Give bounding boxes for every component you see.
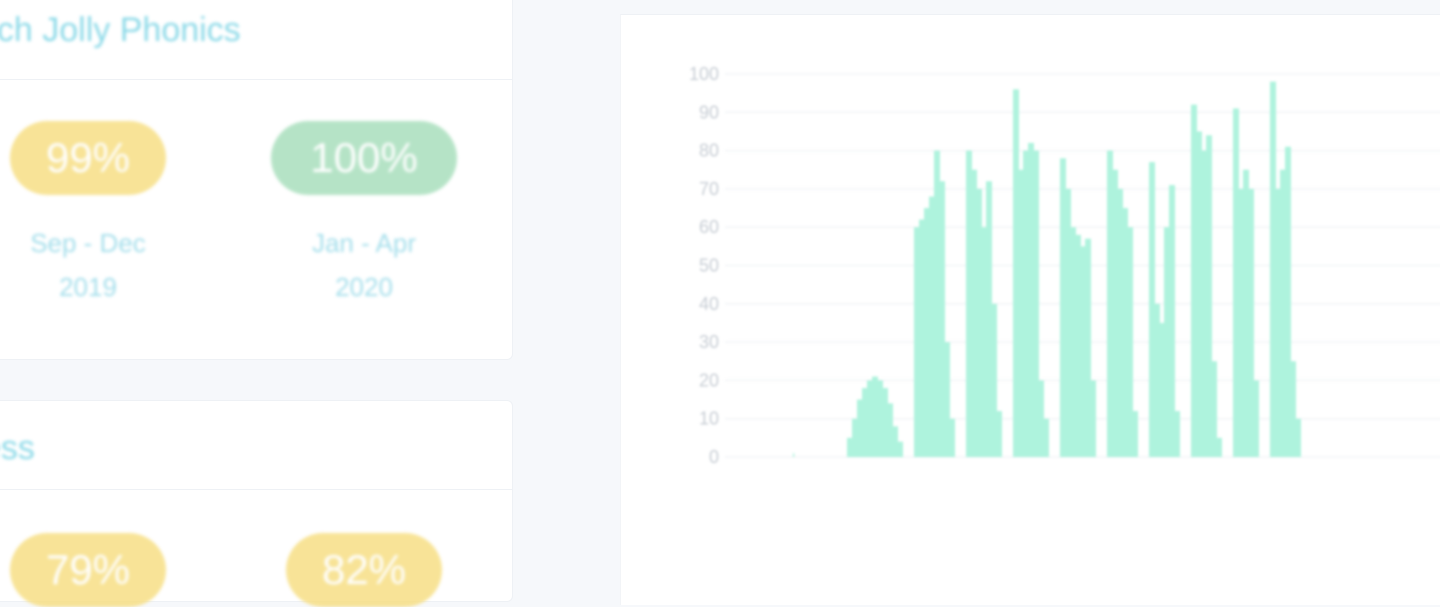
card-title: ess: [0, 429, 35, 468]
y-tick-label: 40: [699, 294, 719, 314]
chart-bar[interactable]: [1216, 438, 1222, 457]
period-range: Jan - Apr: [264, 221, 464, 265]
summary-column: ach Jolly Phonics 99% 100% Sep - Dec 201…: [0, 0, 515, 584]
period-label: Jan - Apr 2020: [264, 221, 464, 309]
chart-bar[interactable]: [996, 411, 1002, 457]
y-tick-label: 30: [699, 332, 719, 352]
percentage-badge: 100%: [271, 121, 457, 195]
card-title: ach Jolly Phonics: [0, 11, 241, 50]
chart-bar[interactable]: [793, 453, 794, 457]
summary-card: ess 79% 82%: [0, 400, 513, 602]
divider: [0, 79, 512, 80]
chart-bar[interactable]: [1132, 411, 1138, 457]
y-tick-label: 0: [709, 447, 719, 467]
chart-bar[interactable]: [1043, 419, 1049, 457]
percentage-badge: 99%: [10, 121, 166, 195]
percentage-badge: 82%: [286, 533, 442, 607]
usage-chart-panel: 0 10 20 30 40 50 60 70 80 90 100: [620, 14, 1440, 605]
y-tick-label: 50: [699, 256, 719, 276]
y-tick-label: 70: [699, 179, 719, 199]
y-tick-label: 60: [699, 217, 719, 237]
y-tick-label: 10: [699, 409, 719, 429]
chart-bar[interactable]: [1174, 411, 1180, 457]
y-tick-label: 100: [689, 64, 719, 84]
usage-bar-chart: 0 10 20 30 40 50 60 70 80 90 100: [621, 15, 1440, 605]
period-range: Sep - Dec: [0, 221, 188, 265]
period-year: 2020: [264, 265, 464, 309]
period-label: Sep - Dec 2019: [0, 221, 188, 309]
chart-bar[interactable]: [949, 419, 955, 457]
percentage-badge: 79%: [10, 533, 166, 607]
y-tick-label: 20: [699, 370, 719, 390]
chart-bar[interactable]: [897, 442, 903, 457]
chart-bar[interactable]: [1090, 380, 1096, 457]
divider: [0, 489, 512, 490]
chart-bar[interactable]: [1295, 419, 1301, 457]
y-tick-label: 80: [699, 141, 719, 161]
y-tick-label: 90: [699, 102, 719, 122]
period-year: 2019: [0, 265, 188, 309]
chart-bar[interactable]: [1253, 380, 1259, 457]
summary-card: ach Jolly Phonics 99% 100% Sep - Dec 201…: [0, 0, 513, 360]
